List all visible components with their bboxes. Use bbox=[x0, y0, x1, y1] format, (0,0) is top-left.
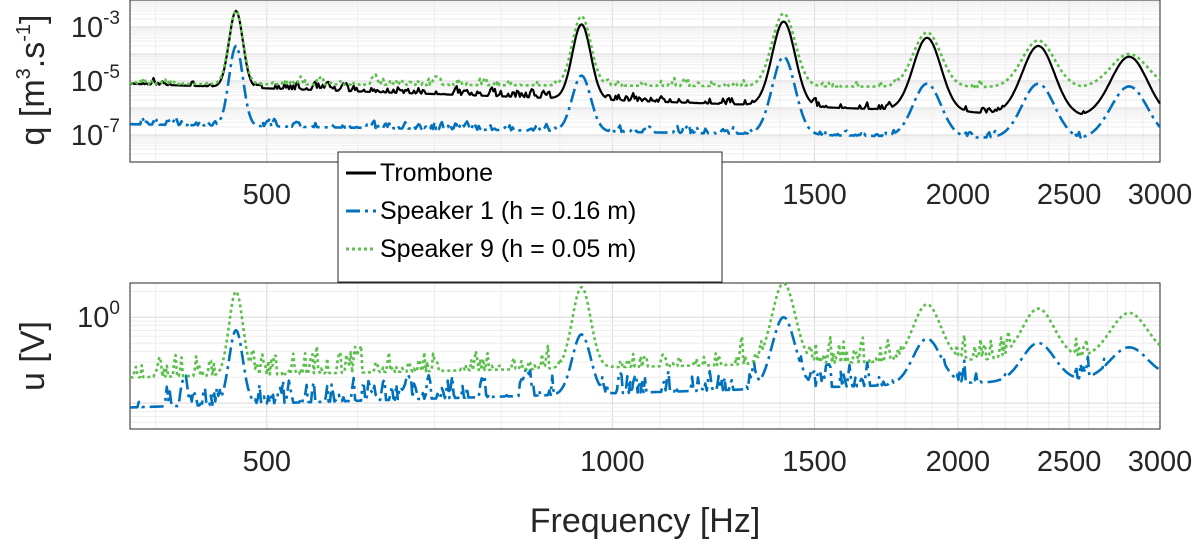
top-ytick-labels: 10-3 10-5 10-7 bbox=[71, 8, 120, 152]
legend-label: Trombone bbox=[380, 159, 493, 187]
y-tick-label: 10-3 bbox=[71, 8, 120, 44]
x-tick-label: 500 bbox=[243, 446, 291, 478]
bottom-grid bbox=[130, 283, 1161, 430]
legend-box bbox=[337, 151, 723, 283]
bottom-series-speaker-1 bbox=[130, 315, 1161, 409]
bottom-axes-box bbox=[129, 282, 1161, 430]
legend-items: Trombone Speaker 1 (h = 0.16 m) Speaker 9 … bbox=[346, 159, 636, 263]
bottom-xtick-labels: 500 1000 1500 2000 2500 3000 bbox=[243, 446, 1193, 478]
x-tick-label: 3000 bbox=[1128, 179, 1193, 211]
legend-label: Speaker 9 (h = 0.05 m) bbox=[380, 235, 636, 263]
legend-label: Speaker 1 (h = 0.16 m) bbox=[380, 197, 636, 225]
bottom-ylabel: u [V] bbox=[14, 321, 52, 391]
y-tick-label: 100 bbox=[77, 298, 120, 334]
bottom-series-group bbox=[129, 282, 1161, 409]
x-tick-label: 1500 bbox=[782, 446, 847, 478]
y-tick-label: 10-7 bbox=[71, 116, 120, 152]
x-tick-label: 500 bbox=[243, 179, 291, 211]
bottom-ytick-labels: 100 bbox=[77, 298, 120, 334]
bottom-series-speaker-9 bbox=[129, 282, 1161, 379]
x-tick-label: 2000 bbox=[926, 446, 991, 478]
top-series-group bbox=[129, 9, 1161, 139]
top-ylabel: q [m3.s-1] bbox=[13, 15, 52, 146]
x-tick-label: 3000 bbox=[1128, 446, 1193, 478]
x-tick-label: 2500 bbox=[1037, 179, 1102, 211]
legend: Trombone Speaker 1 (h = 0.16 m) Speaker 9 … bbox=[337, 151, 723, 283]
x-axis-label: Frequency [Hz] bbox=[530, 502, 761, 540]
x-tick-label: 1000 bbox=[580, 446, 645, 478]
bottom-panel: 500 1000 1500 2000 2500 3000 100 u [V] Freque… bbox=[14, 282, 1193, 540]
x-tick-label: 2000 bbox=[926, 179, 991, 211]
x-tick-label: 2500 bbox=[1037, 446, 1102, 478]
x-tick-label: 1500 bbox=[782, 179, 847, 211]
top-series-speaker-1 bbox=[130, 44, 1161, 139]
top-series-trombone bbox=[129, 9, 1161, 116]
y-tick-label: 10-5 bbox=[71, 62, 120, 98]
